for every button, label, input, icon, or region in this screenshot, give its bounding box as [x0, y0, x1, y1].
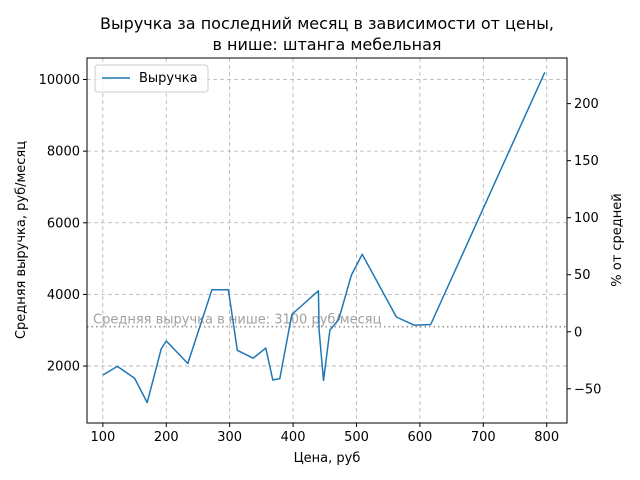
y-axis-label: Средняя выручка, руб/месяц	[14, 141, 29, 339]
x-tick-label: 300	[217, 430, 242, 445]
x-tick-label: 500	[344, 430, 369, 445]
y2-axis-ticks: −50 0 50 100 150 200	[567, 97, 601, 397]
x-tick-label: 700	[471, 430, 496, 445]
series-group	[102, 71, 546, 404]
chart-title-line-1: Выручка за последний месяц в зависимости…	[100, 14, 554, 33]
legend-box	[94, 64, 209, 93]
y-axis-ticks: 2000 4000 6000 8000 10000	[39, 73, 87, 375]
grid	[87, 58, 567, 423]
y-tick-label: 10000	[39, 73, 80, 88]
x-tick-label: 400	[281, 430, 306, 445]
plot-frame	[86, 57, 568, 424]
y2-tick-label: 0	[574, 325, 582, 340]
y-tick-label: 4000	[47, 288, 80, 303]
y2-axis-label: % от средней	[610, 193, 625, 286]
chart-title-line-2: в нише: штанга мебельная	[212, 35, 441, 54]
legend-label: Выручка	[139, 71, 198, 86]
x-tick-label: 600	[407, 430, 432, 445]
y2-tick-label: 150	[574, 154, 599, 169]
x-tick-label: 800	[534, 430, 559, 445]
y-tick-label: 6000	[47, 216, 80, 231]
y2-tick-label: 200	[574, 97, 599, 112]
y2-tick-label: 100	[574, 211, 599, 226]
series-line-revenue	[102, 71, 546, 404]
average-line-group: Средняя выручка в нише: 3100 руб/месяц	[87, 313, 567, 328]
x-tick-label: 100	[90, 430, 115, 445]
average-label: Средняя выручка в нише: 3100 руб/месяц	[93, 313, 382, 328]
x-axis-ticks: 100 200 300 400 500 600 700 800	[90, 423, 559, 445]
x-axis-label: Цена, руб	[294, 451, 361, 466]
y2-tick-label: 50	[574, 268, 591, 283]
x-tick-label: 200	[154, 430, 179, 445]
legend: Выручка	[94, 64, 209, 93]
y2-tick-label: −50	[574, 382, 601, 397]
y-tick-label: 8000	[47, 145, 80, 160]
y-tick-label: 2000	[47, 360, 80, 375]
